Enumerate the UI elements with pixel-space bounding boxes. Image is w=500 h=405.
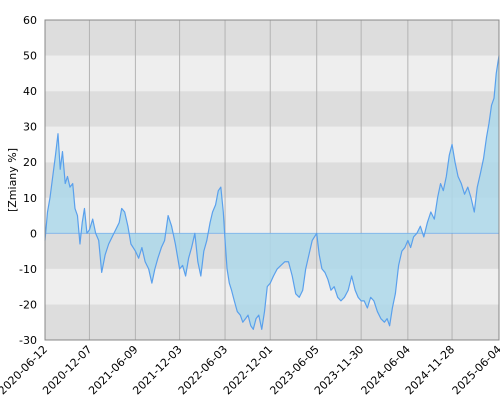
background-band (45, 304, 499, 340)
plot-border (44, 19, 500, 341)
y-tick-label: 30 (23, 121, 37, 134)
series-layer (44, 55, 500, 330)
background-band (45, 91, 499, 127)
y-tick-label: 10 (23, 192, 37, 205)
x-tick-label: 2025-06-04 (450, 343, 500, 397)
series-line (44, 55, 500, 330)
y-axis-label: [Zmiany %] (6, 148, 19, 212)
background-band (45, 55, 499, 92)
background-bands (45, 20, 499, 340)
y-tick-label: 0 (30, 227, 37, 240)
y-tick-label: -10 (19, 263, 37, 276)
background-band (45, 126, 499, 163)
plot-frame (44, 19, 500, 341)
x-tick-labels: 2020-06-122020-12-072021-06-092021-12-03… (0, 343, 500, 397)
series-area-fill (45, 55, 499, 330)
background-band (45, 162, 499, 198)
y-tick-label: 60 (23, 14, 37, 27)
y-tick-label: 40 (23, 85, 37, 98)
background-band (45, 20, 499, 56)
y-tick-label: -30 (19, 334, 37, 347)
y-tick-label: -20 (19, 298, 37, 311)
y-tick-labels: -30 -20 -10 0 10 20 30 40 50 60 (19, 14, 37, 347)
y-tick-label: 50 (23, 50, 37, 63)
y-tick-label: 20 (23, 156, 37, 169)
